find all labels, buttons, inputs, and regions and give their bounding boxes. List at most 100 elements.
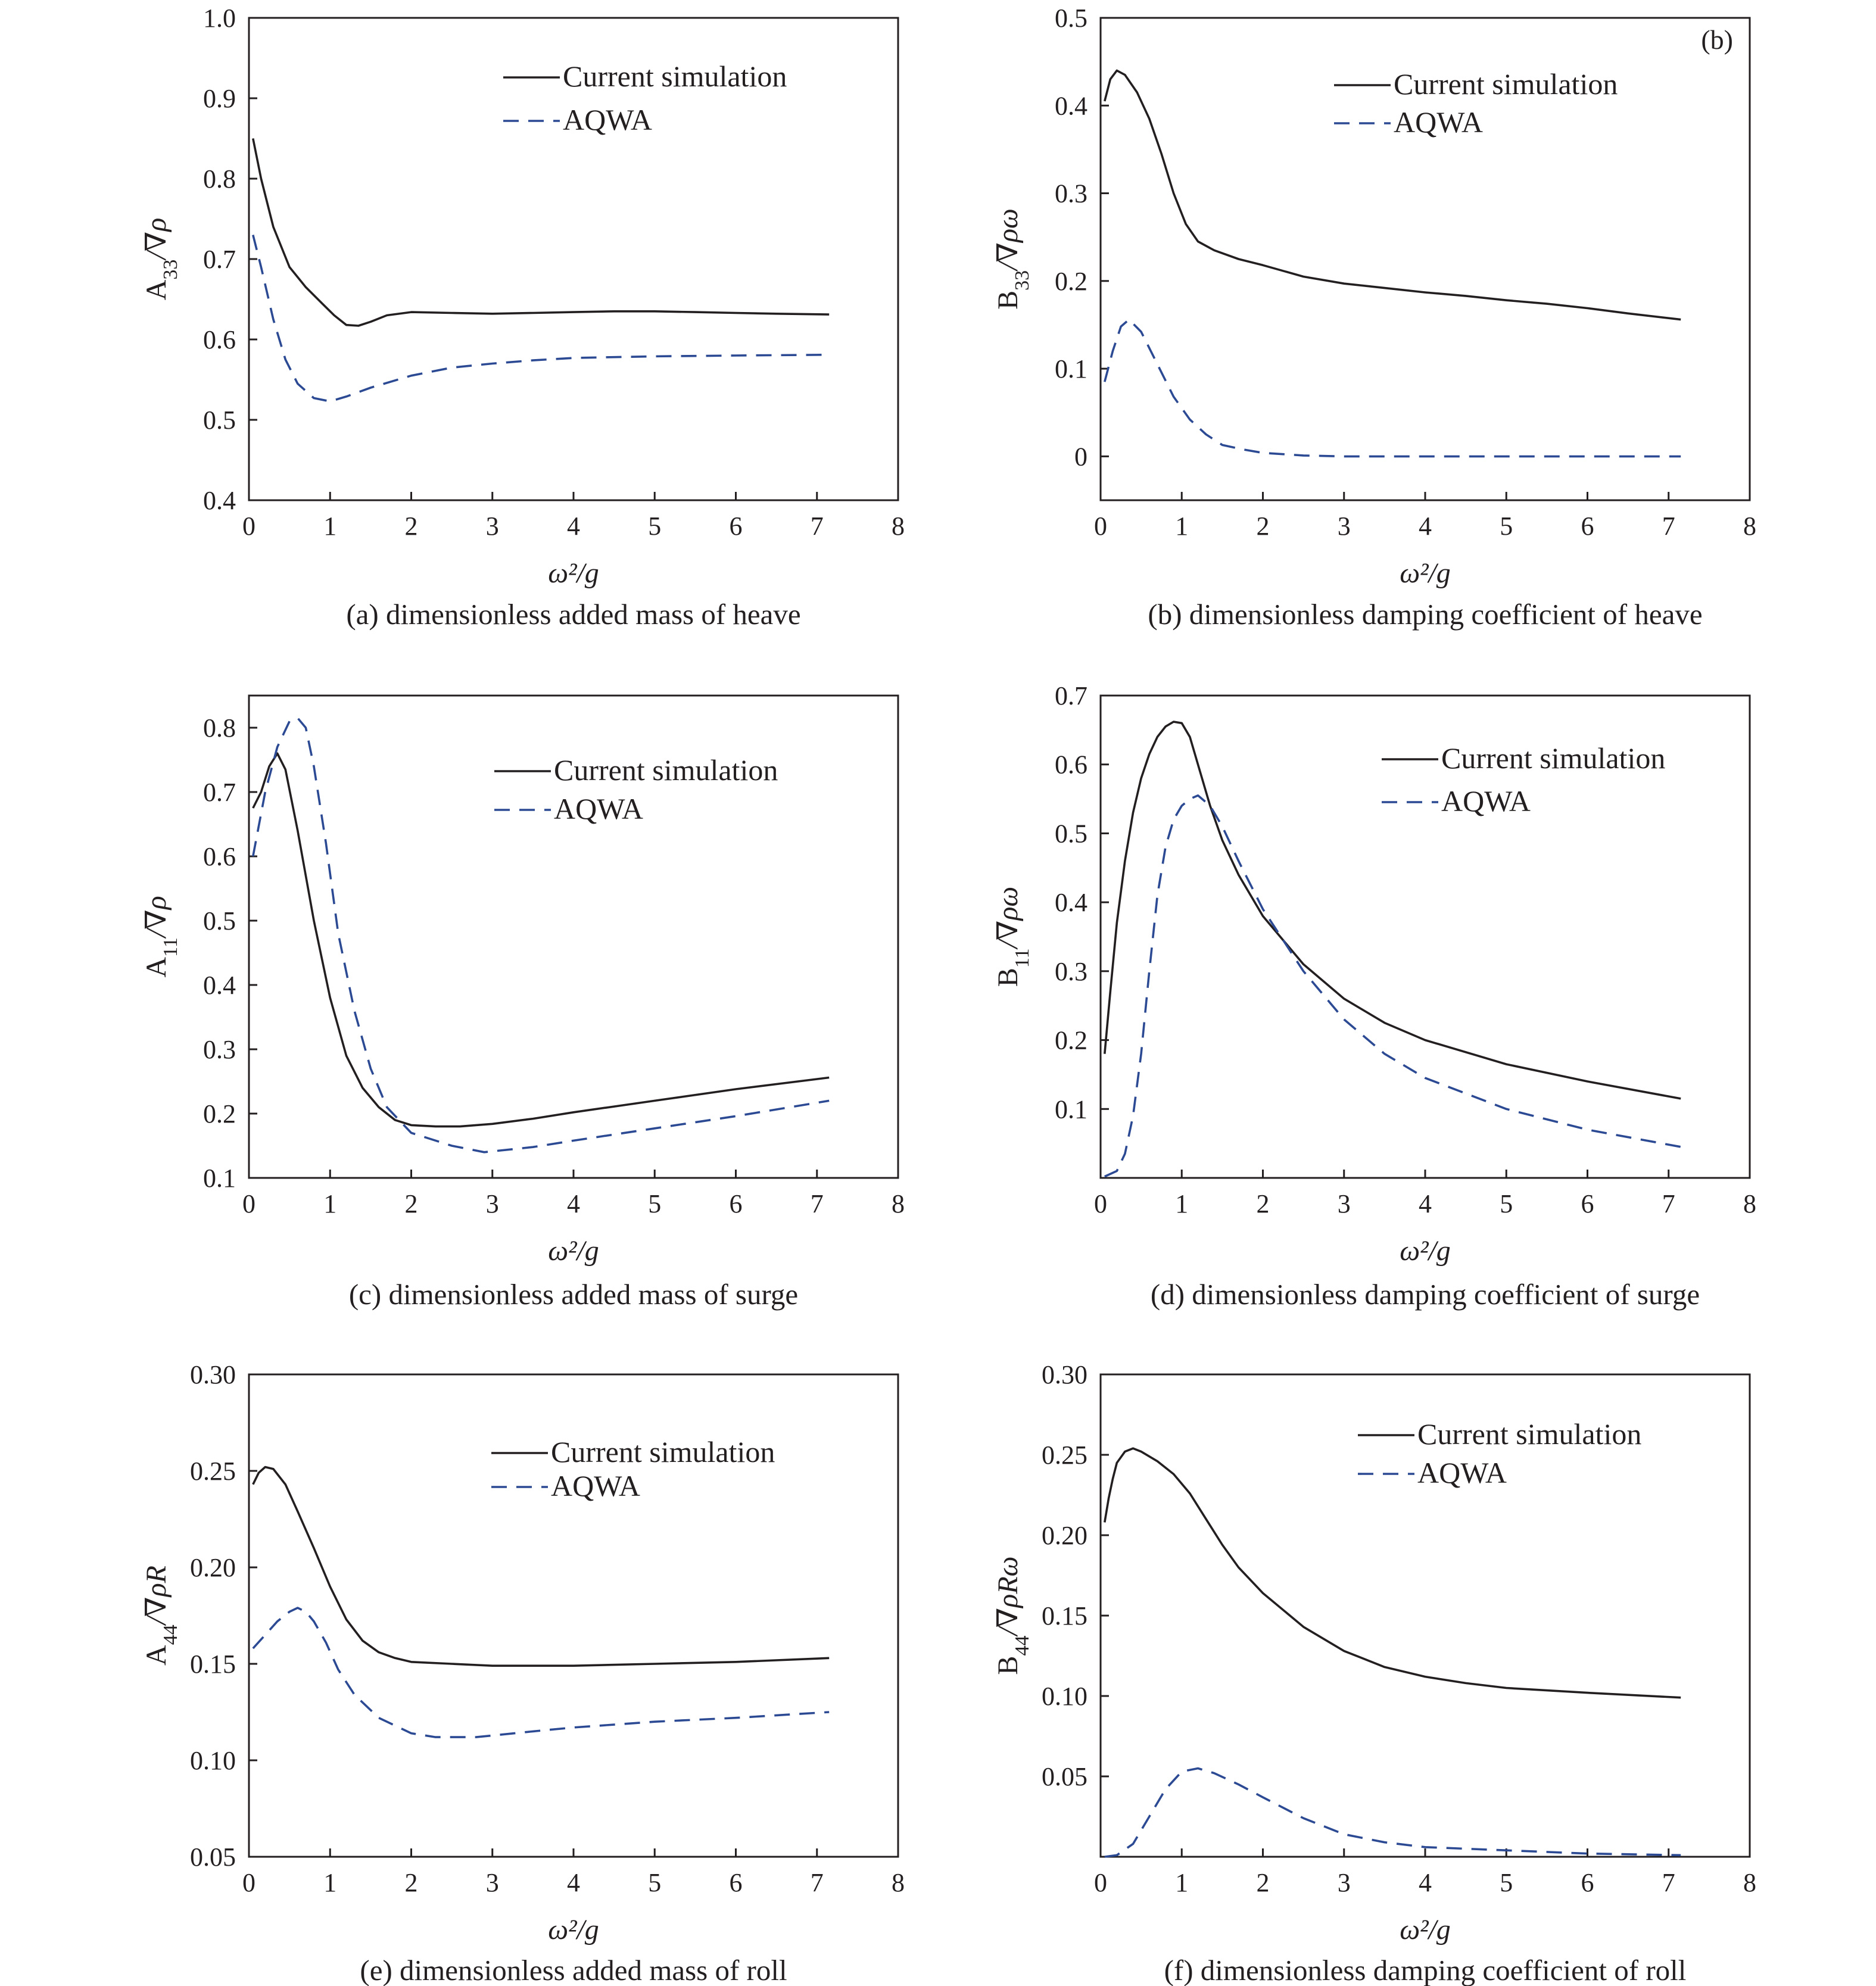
series-aqwa [1104, 794, 1681, 1178]
x-tick-label: 7 [1662, 1868, 1675, 1897]
y-axis-title-main: B [992, 968, 1024, 987]
legend-label-simulation: Current simulation [554, 753, 778, 787]
chart-caption: (f) dimensionless damping coefficient of… [1164, 1954, 1687, 1986]
chart-b: 0 1 2 3 4 5 6 7 8 0 0.1 0.2 0.3 0.4 0.5 ω²/g B33/∇ρω (b) C… [992, 4, 1756, 631]
y-tick-label: 0.4 [1055, 91, 1087, 120]
legend: Current simulation AQWA [503, 60, 787, 136]
x-tick-label: 4 [1419, 1868, 1432, 1897]
y-axis-title-main: A [141, 1645, 172, 1666]
x-tick-label: 0 [242, 1189, 255, 1218]
legend-label-aqwa: AQWA [1441, 784, 1531, 818]
x-tick-label: 3 [1338, 1868, 1351, 1897]
y-tick-label: 0 [1074, 442, 1087, 471]
x-tick-label: 7 [811, 1189, 824, 1218]
series-current-simulation [252, 138, 830, 327]
x-tick-label: 5 [648, 1189, 661, 1218]
y-tick-label: 0.25 [190, 1457, 236, 1486]
legend-label-aqwa: AQWA [563, 103, 652, 136]
series-aqwa [1104, 318, 1681, 458]
x-tick-label: 7 [811, 1868, 824, 1897]
x-tick-label: 4 [1419, 512, 1432, 541]
y-axis-title-sub: 11 [160, 937, 182, 957]
y-tick-label: 0.3 [203, 1035, 236, 1064]
panel-tag: (b) [1701, 24, 1733, 55]
y-tick-label: 0.2 [1055, 267, 1087, 296]
x-tick-label: 2 [405, 512, 418, 541]
x-tick-label: 4 [567, 1868, 580, 1897]
x-tick-label: 8 [892, 512, 905, 541]
x-tick-label: 4 [1419, 1189, 1432, 1218]
y-tick-label: 1.0 [203, 4, 236, 33]
y-axis-title-sub: 33 [160, 260, 182, 280]
x-tick-label: 5 [1500, 1189, 1513, 1218]
x-tick-label: 8 [1743, 1868, 1756, 1897]
y-axis-title-rest: /∇ρ [141, 896, 172, 939]
chart-caption: (c) dimensionless added mass of surge [349, 1278, 798, 1311]
y-axis-title-sub: 44 [160, 1625, 182, 1645]
x-tick-label: 1 [323, 1868, 336, 1897]
y-tick-label: 0.4 [203, 486, 236, 515]
y-tick-label: 0.7 [203, 778, 236, 807]
y-tick-label: 0.6 [203, 842, 236, 871]
x-tick-label: 8 [1743, 1189, 1756, 1218]
y-tick-label: 0.5 [1055, 819, 1087, 848]
y-axis-title-main: A [141, 957, 172, 978]
y-axis-title-main: A [141, 279, 172, 300]
x-tick-label: 3 [486, 1189, 499, 1218]
y-tick-label: 0.30 [1042, 1360, 1087, 1389]
x-tick-label: 5 [648, 512, 661, 541]
chart-caption: (d) dimensionless damping coefficient of… [1151, 1278, 1700, 1311]
legend-label-simulation: Current simulation [551, 1435, 775, 1469]
legend: Current simulation AQWA [494, 753, 778, 825]
x-tick-label: 7 [1662, 1189, 1675, 1218]
y-tick-label: 0.5 [203, 906, 236, 936]
x-tick-label: 6 [730, 1189, 743, 1218]
x-tick-label: 1 [1175, 1189, 1188, 1218]
x-tick-label: 0 [242, 1868, 255, 1897]
x-tick-label: 3 [486, 512, 499, 541]
x-tick-label: 8 [892, 1868, 905, 1897]
y-axis-title: A33/∇ρ [141, 218, 182, 301]
y-axis-title: A44/∇ρR [141, 1566, 182, 1666]
x-axis-title: ω²/g [1400, 557, 1451, 589]
x-tick-label: 0 [1094, 512, 1107, 541]
y-tick-label: 0.30 [190, 1360, 236, 1389]
x-tick-label: 5 [648, 1868, 661, 1897]
x-tick-label: 3 [1338, 512, 1351, 541]
x-tick-label: 3 [486, 1868, 499, 1897]
y-tick-label: 0.1 [1055, 354, 1087, 384]
x-axis-title: ω²/g [1400, 1914, 1451, 1946]
y-tick-label: 0.3 [1055, 179, 1087, 208]
chart-a: 0 1 2 3 4 5 6 7 8 0.4 0.5 0.6 0.7 0.8 0.9 1.0 ω²/g A33/∇ρ… [141, 4, 905, 631]
legend-label-simulation: Current simulation [1417, 1417, 1641, 1451]
x-tick-label: 1 [323, 1189, 336, 1218]
x-tick-label: 2 [1257, 512, 1270, 541]
y-tick-label: 0.5 [1055, 4, 1087, 33]
y-axis-title-rest: /∇ρ [141, 218, 172, 261]
x-axis-title: ω²/g [548, 1235, 599, 1267]
x-tick-label: 5 [1500, 512, 1513, 541]
x-tick-label: 3 [1338, 1189, 1351, 1218]
x-axis-title: ω²/g [1400, 1235, 1451, 1267]
y-axis-title: B11/∇ρω [992, 887, 1033, 987]
y-axis-title-main: B [992, 291, 1024, 310]
x-tick-label: 0 [242, 512, 255, 541]
x-tick-label: 7 [811, 512, 824, 541]
x-tick-label: 1 [323, 512, 336, 541]
y-tick-label: 0.7 [203, 245, 236, 274]
x-tick-label: 2 [1257, 1868, 1270, 1897]
y-tick-label: 0.05 [190, 1842, 236, 1872]
y-tick-label: 0.8 [203, 713, 236, 743]
y-tick-label: 0.9 [203, 84, 236, 113]
series-current-simulation [252, 1466, 830, 1667]
y-axis-title-rest: /∇ρRω [992, 1556, 1024, 1637]
y-tick-label: 0.05 [1042, 1762, 1087, 1791]
legend-label-simulation: Current simulation [563, 60, 787, 93]
chart-e: 0 1 2 3 4 5 6 7 8 0.05 0.10 0.15 0.20 0.25 0.30 ω²/g A44… [141, 1360, 905, 1986]
legend-label-aqwa: AQWA [554, 792, 643, 825]
chart-caption: (b) dimensionless damping coefficient of… [1148, 598, 1702, 631]
